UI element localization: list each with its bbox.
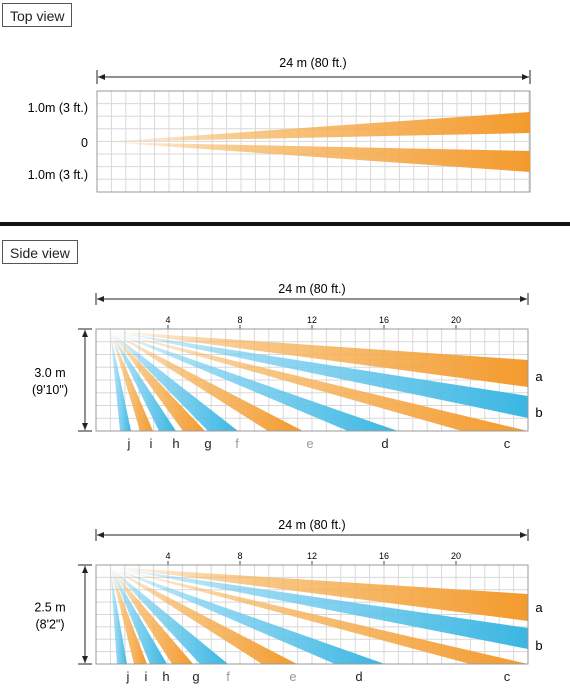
beam [110, 331, 205, 431]
tick-label: 8 [237, 551, 242, 561]
beam [110, 567, 528, 621]
beam-label-h: h [172, 436, 179, 451]
height-label-ft: (8'2") [35, 618, 64, 632]
tick-label: 12 [307, 315, 317, 325]
beam-lower [103, 142, 530, 172]
side-view-frame [95, 564, 529, 665]
beam [110, 331, 398, 431]
beam-label-d: d [381, 436, 388, 451]
beam-label-c: c [504, 669, 511, 684]
beam-label-g: g [204, 436, 211, 451]
beam-label-a: a [535, 369, 543, 384]
beam-upper [103, 112, 530, 142]
range-label: 24 m (80 ft.) [278, 518, 345, 532]
beam-label-a: a [535, 600, 543, 615]
beam-label-h: h [162, 669, 169, 684]
beam-label-f: f [235, 436, 239, 451]
beam [110, 567, 297, 664]
beam-label-d: d [355, 669, 362, 684]
height-label: 3.0 m [34, 366, 65, 380]
beam [110, 567, 385, 664]
top-view-label: Top view [2, 3, 73, 27]
beam-label-g: g [192, 669, 199, 684]
beam [110, 567, 147, 664]
tick-label: 12 [307, 551, 317, 561]
beam [110, 567, 193, 664]
tick-label: 4 [165, 551, 170, 561]
height-label-ft: (9'10") [32, 383, 68, 397]
beam [110, 331, 238, 431]
height-label: 2.5 m [34, 601, 65, 615]
beam-label-i: i [150, 436, 153, 451]
beam [110, 567, 127, 664]
beam [110, 331, 176, 431]
top-view-frame [96, 90, 531, 193]
beam [110, 331, 528, 387]
top-label-upper: 1.0m (3 ft.) [28, 101, 88, 115]
tick-label: 20 [451, 315, 461, 325]
beam-label-b: b [535, 638, 542, 653]
beam-label-c: c [504, 436, 511, 451]
beam [110, 567, 228, 664]
beam [110, 331, 528, 418]
beam-label-j: j [126, 669, 130, 684]
tick-label: 16 [379, 315, 389, 325]
range-label: 24 m (80 ft.) [279, 56, 346, 70]
beam [110, 331, 528, 431]
side-view-frame [95, 328, 529, 432]
beam [110, 567, 167, 664]
range-label: 24 m (80 ft.) [278, 282, 345, 296]
beam [110, 567, 528, 664]
top-label-lower: 1.0m (3 ft.) [28, 168, 88, 182]
beam [110, 331, 303, 431]
beam-label-b: b [535, 405, 542, 420]
beam-label-e: e [289, 669, 296, 684]
beam-label-j: j [127, 436, 131, 451]
beam [110, 331, 131, 431]
top-label-center: 0 [81, 136, 88, 150]
tick-label: 4 [165, 315, 170, 325]
beam-label-e: e [306, 436, 313, 451]
beam-label-f: f [226, 669, 230, 684]
side-view-diagram-1: 24 m (80 ft.) 4 8 12 16 20 3.0 m (9'10") a b j i h g f… [32, 282, 543, 451]
tick-label: 8 [237, 315, 242, 325]
side-view-diagram-2: 24 m (80 ft.) 4 8 12 16 20 2.5 m (8'2") a b j i h g f e… [34, 518, 543, 684]
beam-label-i: i [145, 669, 148, 684]
beam [110, 567, 528, 649]
top-view-diagram: 24 m (80 ft.) 1.0m (3 ft.) 0 1.0m (3 ft.… [28, 56, 531, 193]
top-view-grid [97, 91, 530, 192]
tick-label: 20 [451, 551, 461, 561]
tick-label: 16 [379, 551, 389, 561]
beam [110, 331, 153, 431]
side-view-label: Side view [2, 240, 78, 264]
